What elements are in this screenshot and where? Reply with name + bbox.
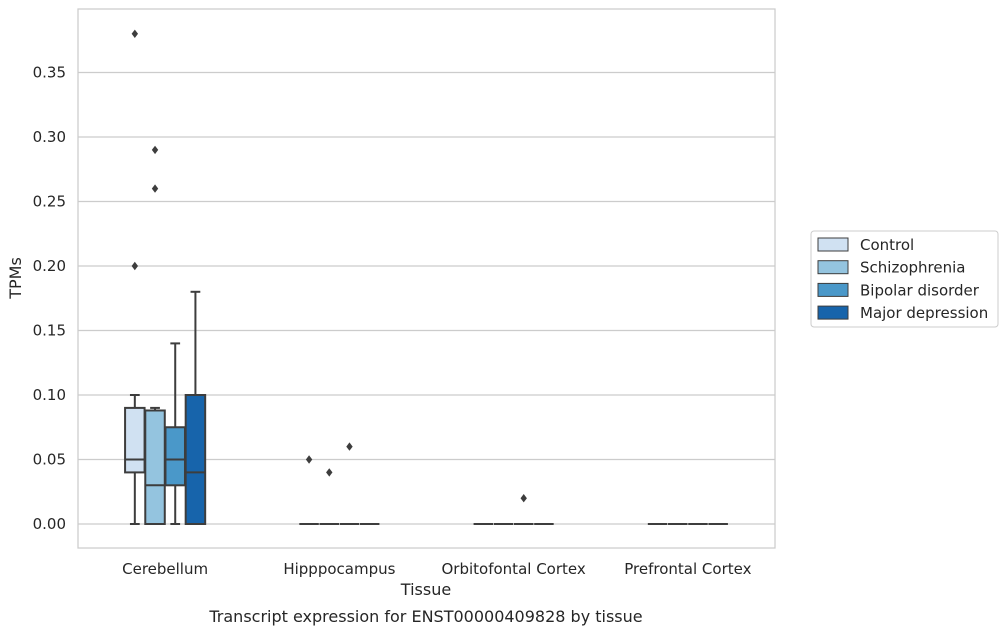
y-axis-label: TPMs — [6, 257, 25, 300]
plot-frame — [77, 8, 776, 549]
box-control — [124, 29, 146, 525]
y-tick-label: 0.00 — [33, 515, 66, 533]
box-control — [299, 455, 319, 525]
y-tick-label: 0.15 — [33, 322, 66, 340]
x-axis-label: Tissue — [400, 580, 451, 599]
y-tick-label: 0.20 — [33, 257, 66, 275]
y-tick-label: 0.10 — [33, 386, 66, 404]
box-body — [144, 409, 166, 526]
legend-swatch — [817, 305, 849, 320]
box-schizophrenia — [319, 468, 340, 525]
chart-caption: Transcript expression for ENST0000040982… — [208, 607, 642, 626]
legend-label: Major depression — [860, 304, 988, 322]
x-tick-label: Cerebellum — [122, 560, 208, 578]
x-tick-label: Hipppocampus — [283, 560, 395, 578]
box-bipolar-disorder — [513, 494, 534, 525]
outlier-point — [131, 29, 139, 38]
y-tick-label: 0.30 — [33, 128, 66, 146]
outlier-point — [151, 184, 159, 193]
box-bipolar-disorder — [339, 442, 360, 525]
legend-swatch — [817, 282, 849, 297]
legend-swatch — [817, 260, 849, 275]
legend-label: Control — [860, 236, 914, 254]
outlier-point — [346, 442, 353, 451]
outlier-point — [151, 145, 159, 155]
x-tick-label: Prefrontal Cortex — [624, 560, 751, 578]
y-tick-label: 0.05 — [33, 451, 66, 469]
box-body — [164, 426, 186, 487]
y-tick-label: 0.25 — [33, 193, 66, 211]
outlier-point — [305, 455, 313, 464]
outlier-point — [131, 261, 139, 271]
legend: Control Schizophrenia Bipolar disorder Majo… — [810, 230, 999, 328]
y-tick-label: 0.35 — [33, 64, 66, 82]
y-tick-labels: 0.00 0.05 0.10 0.15 0.20 0.25 0.30 0.35 — [33, 64, 66, 534]
box-body — [124, 406, 146, 474]
legend-swatch — [817, 237, 849, 252]
legend-label: Schizophrenia — [860, 259, 965, 277]
box-body — [184, 394, 207, 525]
x-tick-label: Orbitofontal Cortex — [442, 560, 586, 578]
box-schizophrenia — [144, 145, 166, 526]
outlier-point — [520, 494, 527, 503]
legend-label: Bipolar disorder — [860, 281, 980, 299]
outlier-point — [326, 468, 333, 477]
box-bipolar-disorder — [164, 342, 186, 525]
x-tick-labels: Cerebellum Hipppocampus Orbitofontal Corte… — [122, 560, 751, 578]
box-plots — [124, 29, 728, 526]
legend-frame — [810, 230, 999, 328]
box-major-depression — [184, 290, 207, 525]
